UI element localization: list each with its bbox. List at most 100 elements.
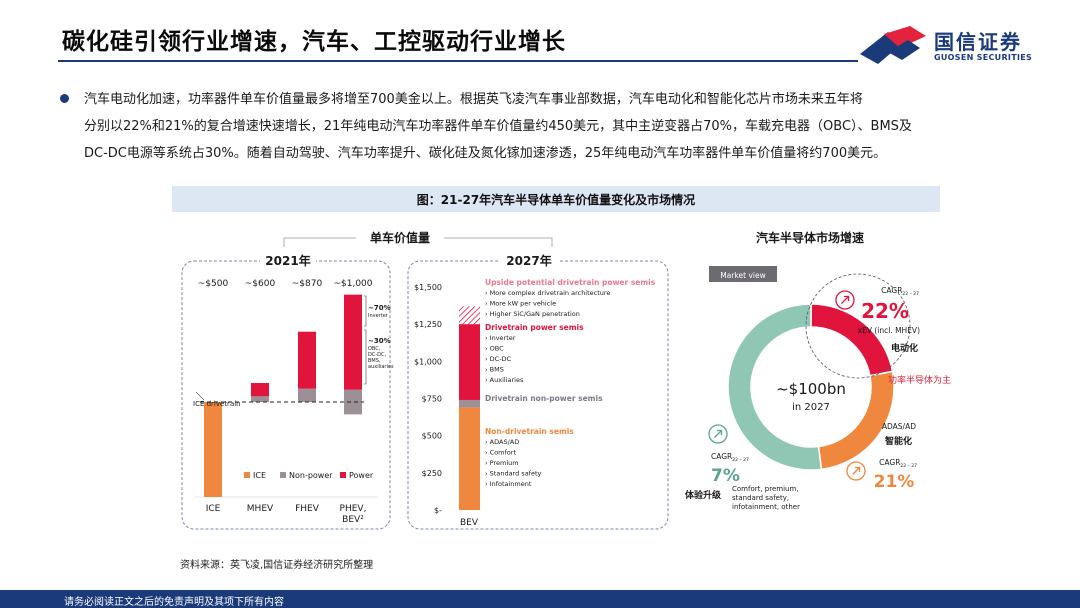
segment-item: › Infotainment: [485, 480, 532, 488]
segment-item: › BMS: [485, 366, 504, 374]
pct-other-note: BMS,: [368, 358, 381, 364]
pct-other-note: OBC,: [368, 346, 381, 352]
title-divider: [58, 60, 858, 62]
panel-2027-title-bg: [500, 253, 558, 269]
bar-top-label: ~$870: [292, 279, 323, 289]
pct-other-note: DC-DC,: [368, 352, 386, 358]
bar-segment: [459, 399, 480, 408]
y-tick-label: $1,000: [414, 357, 442, 366]
bar-top-label: ~$600: [245, 279, 276, 289]
x-tick-label: FHEV: [295, 504, 320, 514]
slice-cn-xev: 电动化: [891, 342, 918, 354]
pct-other: ~30%: [368, 337, 391, 345]
section-bracket: [283, 237, 553, 247]
x-tick-label: BEV²: [342, 515, 364, 525]
segment-item: › OBC: [485, 345, 504, 353]
market-view-label: Market view: [720, 271, 765, 280]
donut-slice: [727, 303, 823, 471]
legend-swatch: [280, 472, 286, 478]
cagr-value-comfort: 7%: [711, 466, 740, 486]
bar-nonpower: [298, 388, 316, 402]
panel-2021-title-bg: [260, 253, 316, 269]
bar-power: [251, 383, 269, 397]
logo-name-cn: 国信证券: [934, 30, 1022, 54]
legend-label: Non-power: [289, 471, 333, 480]
y-tick-label: $750: [422, 394, 442, 403]
segment-title: Drivetrain power semis: [485, 323, 584, 332]
bar-segment: [459, 306, 480, 325]
y-tick-label: $250: [422, 469, 442, 478]
market-view-tag: [709, 266, 777, 282]
footer-disclaimer: 请务必阅读正文之后的免责声明及其项下所有内容: [64, 597, 284, 608]
bar-segment: [459, 407, 480, 510]
x-tick-label: ICE: [206, 504, 221, 514]
legend-label: Power: [349, 471, 374, 480]
trend-up-icon: [846, 461, 866, 481]
bar-power: [344, 294, 362, 390]
logo-name-en: GUOSEN SECURITIES: [934, 53, 1033, 62]
bar-nonpower: [251, 396, 269, 402]
pct-inverter: ~70%: [368, 304, 391, 312]
segment-title: Drivetrain non-power semis: [485, 394, 603, 403]
pct-other-note: auxiliaries: [368, 364, 394, 370]
body-line: DC-DC电源等系统占30%。随着自动驾驶、汽车功率提升、碳化硅及氮化镓加速渗透…: [84, 146, 887, 161]
body-line: 汽车电动化加速，功率器件单车价值量最多将增至700美金以上。根据英飞凌汽车事业部…: [84, 92, 863, 107]
bar-ice: [204, 402, 222, 497]
cagr-label: CAGR22 – 27: [879, 458, 917, 469]
legend-swatch: [244, 472, 250, 478]
body-line: 分别以22%和21%的复合增速快速增长，21年纯电动汽车功率器件单车价值量约45…: [84, 119, 912, 134]
slice-name-comfort: standard safety,: [732, 494, 789, 502]
trend-up-arrow: [852, 466, 861, 475]
cagr-sub: 22 – 27: [902, 291, 919, 297]
footer-bar: 请务必阅读正文之后的免责声明及其项下所有内容: [0, 590, 1080, 608]
segment-item: › Inverter: [485, 334, 516, 342]
bar-segment: [459, 324, 480, 400]
segment-item: › Premium: [485, 459, 519, 467]
slice-cn-adas: 智能化: [885, 435, 912, 447]
slice-name-comfort: infotainment, other: [732, 503, 800, 511]
page-title: 碳化硅引领行业增速，汽车、工控驱动行业增长: [62, 29, 566, 55]
legend-swatch: [340, 472, 346, 478]
bar-nonpower: [344, 389, 362, 415]
y-tick-label: $1,500: [414, 283, 442, 292]
segment-item: › ADAS/AD: [485, 438, 519, 446]
segment-item: › Higher SiC/GaN penetration: [485, 310, 580, 318]
slice-name-adas: ADAS/AD: [882, 422, 916, 431]
figure-title: 图：21-27年汽车半导体单车价值量变化及市场情况: [416, 193, 696, 207]
cagr-value-xev: 22%: [861, 299, 909, 323]
segment-title: Non-drivetrain semis: [485, 427, 574, 436]
figure-title-bar: 图：21-27年汽车半导体单车价值量变化及市场情况: [172, 186, 940, 212]
cagr-label: CAGR22 – 27: [881, 286, 919, 297]
donut-center-sub: in 2027: [792, 402, 830, 413]
trend-up-arrow: [714, 429, 723, 438]
trend-up-icon: [835, 290, 855, 310]
cagr-sub: 22 – 27: [732, 457, 749, 463]
segment-item: › Comfort: [485, 449, 516, 457]
slice-cn-comfort: 体验升级: [685, 489, 722, 501]
company-logo: 国信证券 GUOSEN SECURITIES: [858, 26, 1038, 66]
segment-item: › More kW per vehicle: [485, 300, 556, 308]
bar-top-label: ~$1,000: [333, 279, 372, 289]
y-tick-label: $1,250: [414, 320, 442, 329]
cagr-sub: 22 – 27: [900, 463, 917, 469]
slice-name-comfort: Comfort, premium,: [732, 485, 799, 493]
body-paragraph: 汽车电动化加速，功率器件单车价值量最多将增至700美金以上。根据英飞凌汽车事业部…: [84, 86, 1044, 167]
xev-highlight-ring: [805, 273, 911, 379]
x-tick-label: BEV: [460, 518, 479, 528]
cagr-label: CAGR22 – 27: [711, 452, 749, 463]
segment-title: Upside potential drivetrain power semis: [485, 278, 656, 287]
donut-title: 汽车半导体市场增速: [756, 230, 864, 245]
bullet-icon: [60, 94, 69, 103]
pct-brace: [364, 329, 367, 385]
segment-item: › Auxiliaries: [485, 376, 524, 384]
baseline-pointer: [195, 391, 205, 401]
slice-note-xev: 功率半导体为主: [888, 374, 951, 386]
legend-label: ICE: [253, 471, 266, 480]
donut-center-value: ~$100bn: [776, 380, 846, 398]
pct-brace: [364, 295, 367, 327]
segment-item: › More complex drivetrain architecture: [485, 289, 610, 297]
panel-2021-title: 2021年: [265, 253, 310, 268]
baseline-label: ICE drivetrain: [193, 400, 241, 408]
slice-name-xev: xEV (incl. MHEV): [858, 326, 920, 335]
